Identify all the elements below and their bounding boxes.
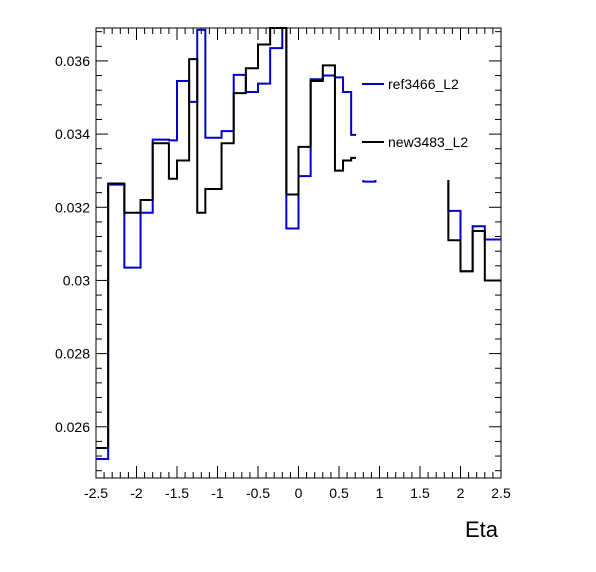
x-tick-label: -2.5 [84, 485, 108, 501]
x-tick-label: 1.5 [410, 485, 430, 501]
y-tick-label: 0.028 [55, 346, 90, 362]
axis-layer: -2.5 -2 -1.5 -1 -0.5 0 0.5 1 1.5 2 2.5 0.026 0.028 0.… [55, 28, 511, 501]
y-tick-label: 0.026 [55, 419, 90, 435]
x-tick-label: -2 [130, 485, 143, 501]
x-tick-label: 2 [457, 485, 465, 501]
legend: ref3466_L2 new3483_L2 [356, 62, 488, 180]
y-tick-label: 0.032 [55, 199, 90, 215]
x-tick-label: -1.5 [165, 485, 189, 501]
legend-label-ref: ref3466_L2 [388, 76, 459, 92]
y-tick-label: 0.034 [55, 126, 90, 142]
x-axis-title: Eta [465, 517, 499, 542]
y-tick-label: 0.036 [55, 53, 90, 69]
x-tick-label: 1 [376, 485, 384, 501]
x-tick-label: -1 [211, 485, 224, 501]
y-tick-label: 0.03 [63, 272, 90, 288]
x-tick-label: 2.5 [491, 485, 511, 501]
legend-label-new: new3483_L2 [388, 134, 468, 150]
x-tick-label: -0.5 [246, 485, 270, 501]
legend-background [356, 62, 488, 180]
x-tick-label: 0 [295, 485, 303, 501]
x-tick-label: 0.5 [329, 485, 349, 501]
